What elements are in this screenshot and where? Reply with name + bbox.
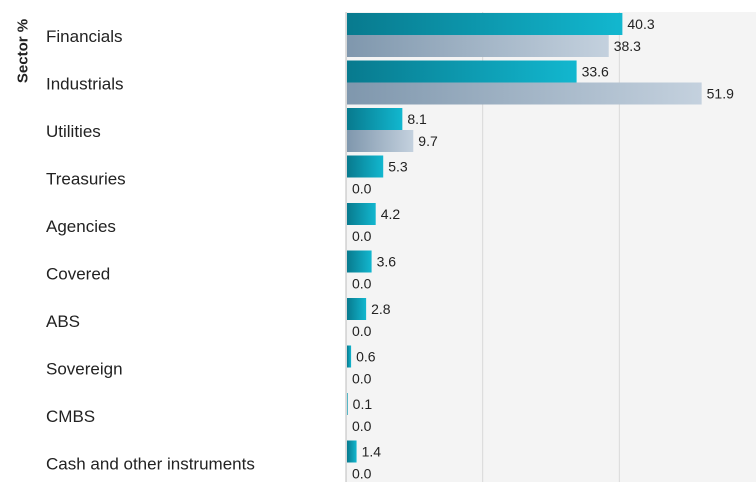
category-label-5: Covered	[46, 265, 110, 284]
data-label-s1-0: 40.3	[627, 16, 654, 32]
bar-s1-3	[347, 155, 384, 178]
category-label-8: CMBS	[46, 407, 95, 426]
bar-s1-1	[347, 60, 577, 83]
category-label-6: ABS	[46, 312, 80, 331]
data-label-s2-9: 0.0	[352, 466, 372, 482]
data-label-s2-7: 0.0	[352, 371, 372, 387]
data-label-s1-9: 1.4	[362, 444, 382, 460]
category-label-2: Utilities	[46, 122, 101, 141]
bar-s1-7	[347, 345, 352, 368]
bar-s1-4	[347, 203, 376, 225]
data-label-s2-6: 0.0	[352, 323, 372, 339]
data-label-s2-1: 51.9	[707, 86, 734, 102]
data-label-s2-5: 0.0	[352, 276, 372, 292]
data-label-s1-3: 5.3	[388, 159, 408, 175]
data-label-s2-0: 38.3	[614, 38, 641, 54]
data-label-s1-2: 8.1	[407, 111, 427, 127]
bar-s1-6	[347, 298, 367, 320]
data-label-s1-1: 33.6	[582, 64, 609, 80]
bar-s1-5	[347, 250, 372, 273]
data-label-s2-4: 0.0	[352, 228, 372, 244]
data-label-s1-5: 3.6	[377, 254, 397, 270]
data-label-s1-6: 2.8	[371, 301, 391, 317]
data-label-s1-7: 0.6	[356, 349, 376, 365]
bar-s1-8	[347, 393, 348, 415]
category-label-7: Sovereign	[46, 360, 123, 379]
bar-s2-0	[347, 35, 609, 57]
bar-s1-9	[347, 440, 357, 463]
data-label-s2-2: 9.7	[418, 133, 438, 149]
data-label-s1-4: 4.2	[381, 206, 401, 222]
bar-s2-1	[347, 82, 702, 105]
category-label-3: Treasuries	[46, 170, 126, 189]
bar-s2-2	[347, 130, 414, 152]
data-label-s2-8: 0.0	[352, 418, 372, 434]
category-label-4: Agencies	[46, 217, 116, 236]
bar-s1-0	[347, 13, 623, 35]
data-label-s2-3: 0.0	[352, 181, 372, 197]
category-label-9: Cash and other instruments	[46, 455, 255, 474]
data-label-s1-8: 0.1	[353, 396, 373, 412]
category-label-0: Financials	[46, 27, 123, 46]
category-label-1: Industrials	[46, 75, 123, 94]
bar-s1-2	[347, 108, 403, 130]
